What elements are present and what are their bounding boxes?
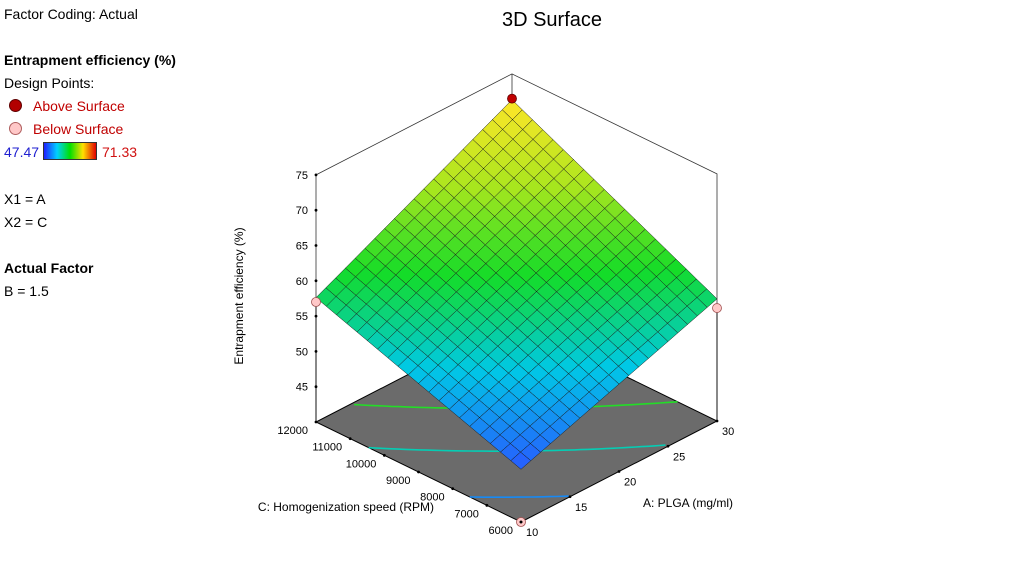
z-tick-mark bbox=[314, 279, 318, 283]
below-surface-marker-icon bbox=[9, 122, 22, 135]
response-title: Entrapment efficiency (%) bbox=[4, 52, 176, 68]
color-range-max: 71.33 bbox=[102, 144, 138, 160]
actual-factor-title: Actual Factor bbox=[4, 260, 94, 276]
z-axis-label: Entrapment efficiency (%) bbox=[232, 227, 246, 364]
z-tick-label: 75 bbox=[296, 170, 308, 182]
y-tick-mark bbox=[314, 420, 318, 424]
surface-cell bbox=[510, 451, 532, 470]
below-surface-label: Below Surface bbox=[33, 121, 124, 137]
z-tick-mark bbox=[314, 385, 318, 389]
x-tick-label: 10 bbox=[526, 527, 538, 539]
x-tick-mark bbox=[666, 444, 670, 448]
color-range-min: 47.47 bbox=[4, 144, 40, 160]
design-point-1 bbox=[507, 93, 517, 104]
x-tick-label: 30 bbox=[722, 426, 734, 438]
z-tick-mark bbox=[314, 244, 318, 247]
actual-factor-value: B = 1.5 bbox=[4, 283, 49, 299]
color-gradient-bar bbox=[43, 142, 97, 160]
x1-mapping: X1 = A bbox=[4, 191, 46, 207]
above-surface-label: Above Surface bbox=[33, 98, 125, 114]
z-tick-mark bbox=[314, 208, 318, 212]
design-points-label: Design Points: bbox=[4, 75, 95, 91]
y-tick-mark bbox=[348, 437, 352, 441]
y-axis-label: C: Homogenization speed (RPM) bbox=[258, 500, 434, 514]
z-tick-label: 70 bbox=[296, 205, 308, 217]
contour-line-1 bbox=[469, 495, 569, 499]
factor-coding-label: Factor Coding: Actual bbox=[4, 6, 138, 22]
x-tick-mark bbox=[568, 495, 572, 499]
y-tick-mark bbox=[451, 487, 455, 491]
z-tick-mark bbox=[314, 173, 318, 177]
x2-mapping: X2 = C bbox=[4, 214, 48, 230]
y-tick-label: 12000 bbox=[277, 425, 308, 437]
x-axis-label: A: PLGA (mg/ml) bbox=[643, 496, 733, 510]
x-tick-mark bbox=[715, 419, 719, 423]
z-tick-label: 50 bbox=[296, 346, 308, 358]
y-tick-label: 10000 bbox=[346, 458, 377, 470]
y-tick-label: 11000 bbox=[312, 442, 342, 454]
y-tick-mark bbox=[382, 453, 386, 457]
z-tick-label: 60 bbox=[296, 276, 308, 288]
y-tick-label: 7000 bbox=[454, 508, 478, 520]
y-tick-label: 9000 bbox=[386, 475, 410, 487]
z-tick-mark bbox=[314, 350, 318, 353]
z-tick-mark bbox=[314, 314, 318, 318]
x-tick-label: 15 bbox=[575, 502, 587, 514]
z-tick-label: 45 bbox=[296, 382, 308, 394]
z-tick-label: 55 bbox=[296, 311, 308, 323]
y-tick-mark bbox=[485, 503, 489, 507]
chart-title: 3D Surface bbox=[502, 9, 602, 31]
y-tick-label: 6000 bbox=[489, 525, 513, 537]
y-tick-mark bbox=[417, 470, 420, 474]
z-tick-label: 65 bbox=[296, 241, 308, 253]
design-point-2 bbox=[311, 297, 321, 307]
y-tick-mark bbox=[519, 520, 523, 524]
above-surface-marker-icon bbox=[9, 99, 22, 112]
x-tick-label: 25 bbox=[673, 451, 685, 463]
x-tick-mark bbox=[617, 470, 621, 473]
x-tick-label: 20 bbox=[624, 477, 636, 489]
design-point-3 bbox=[712, 303, 722, 313]
y-tick-label: 8000 bbox=[420, 492, 444, 504]
